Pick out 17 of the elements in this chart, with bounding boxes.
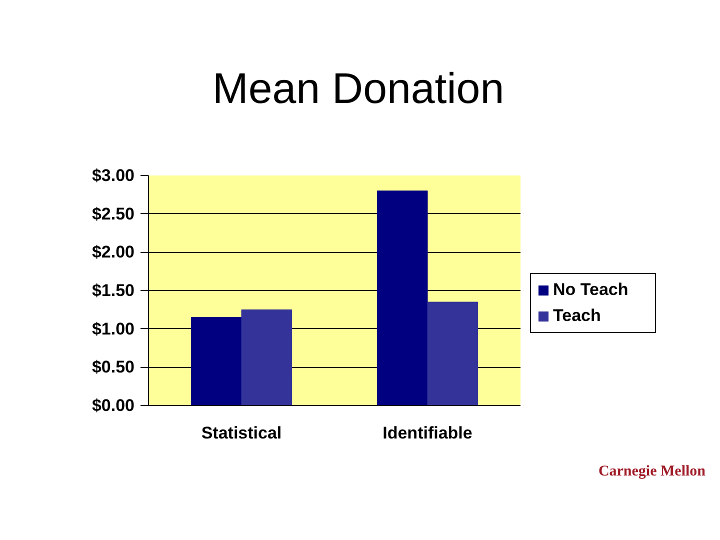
bar: [377, 190, 428, 406]
y-tick-label: $2.50: [92, 204, 135, 224]
x-tick-label: Statistical: [201, 424, 282, 442]
legend-label: Teach: [553, 306, 602, 326]
y-tick-label: $1.50: [92, 281, 135, 300]
y-tick-label: $0.00: [92, 396, 135, 415]
y-tick-label: $0.50: [92, 358, 135, 377]
y-tick-label: $2.00: [92, 242, 135, 262]
bar: [427, 302, 478, 406]
bar: [241, 309, 292, 406]
x-tick-label: Identifiable: [382, 424, 472, 442]
legend-label: No Teach: [553, 280, 630, 300]
y-tick-label: $3.00: [92, 166, 135, 185]
bar: [191, 317, 242, 406]
y-tick-label: $1.00: [92, 319, 135, 338]
text: Carnegie Mellon: [598, 464, 706, 480]
chart-title: Mean Donation: [212, 65, 504, 113]
